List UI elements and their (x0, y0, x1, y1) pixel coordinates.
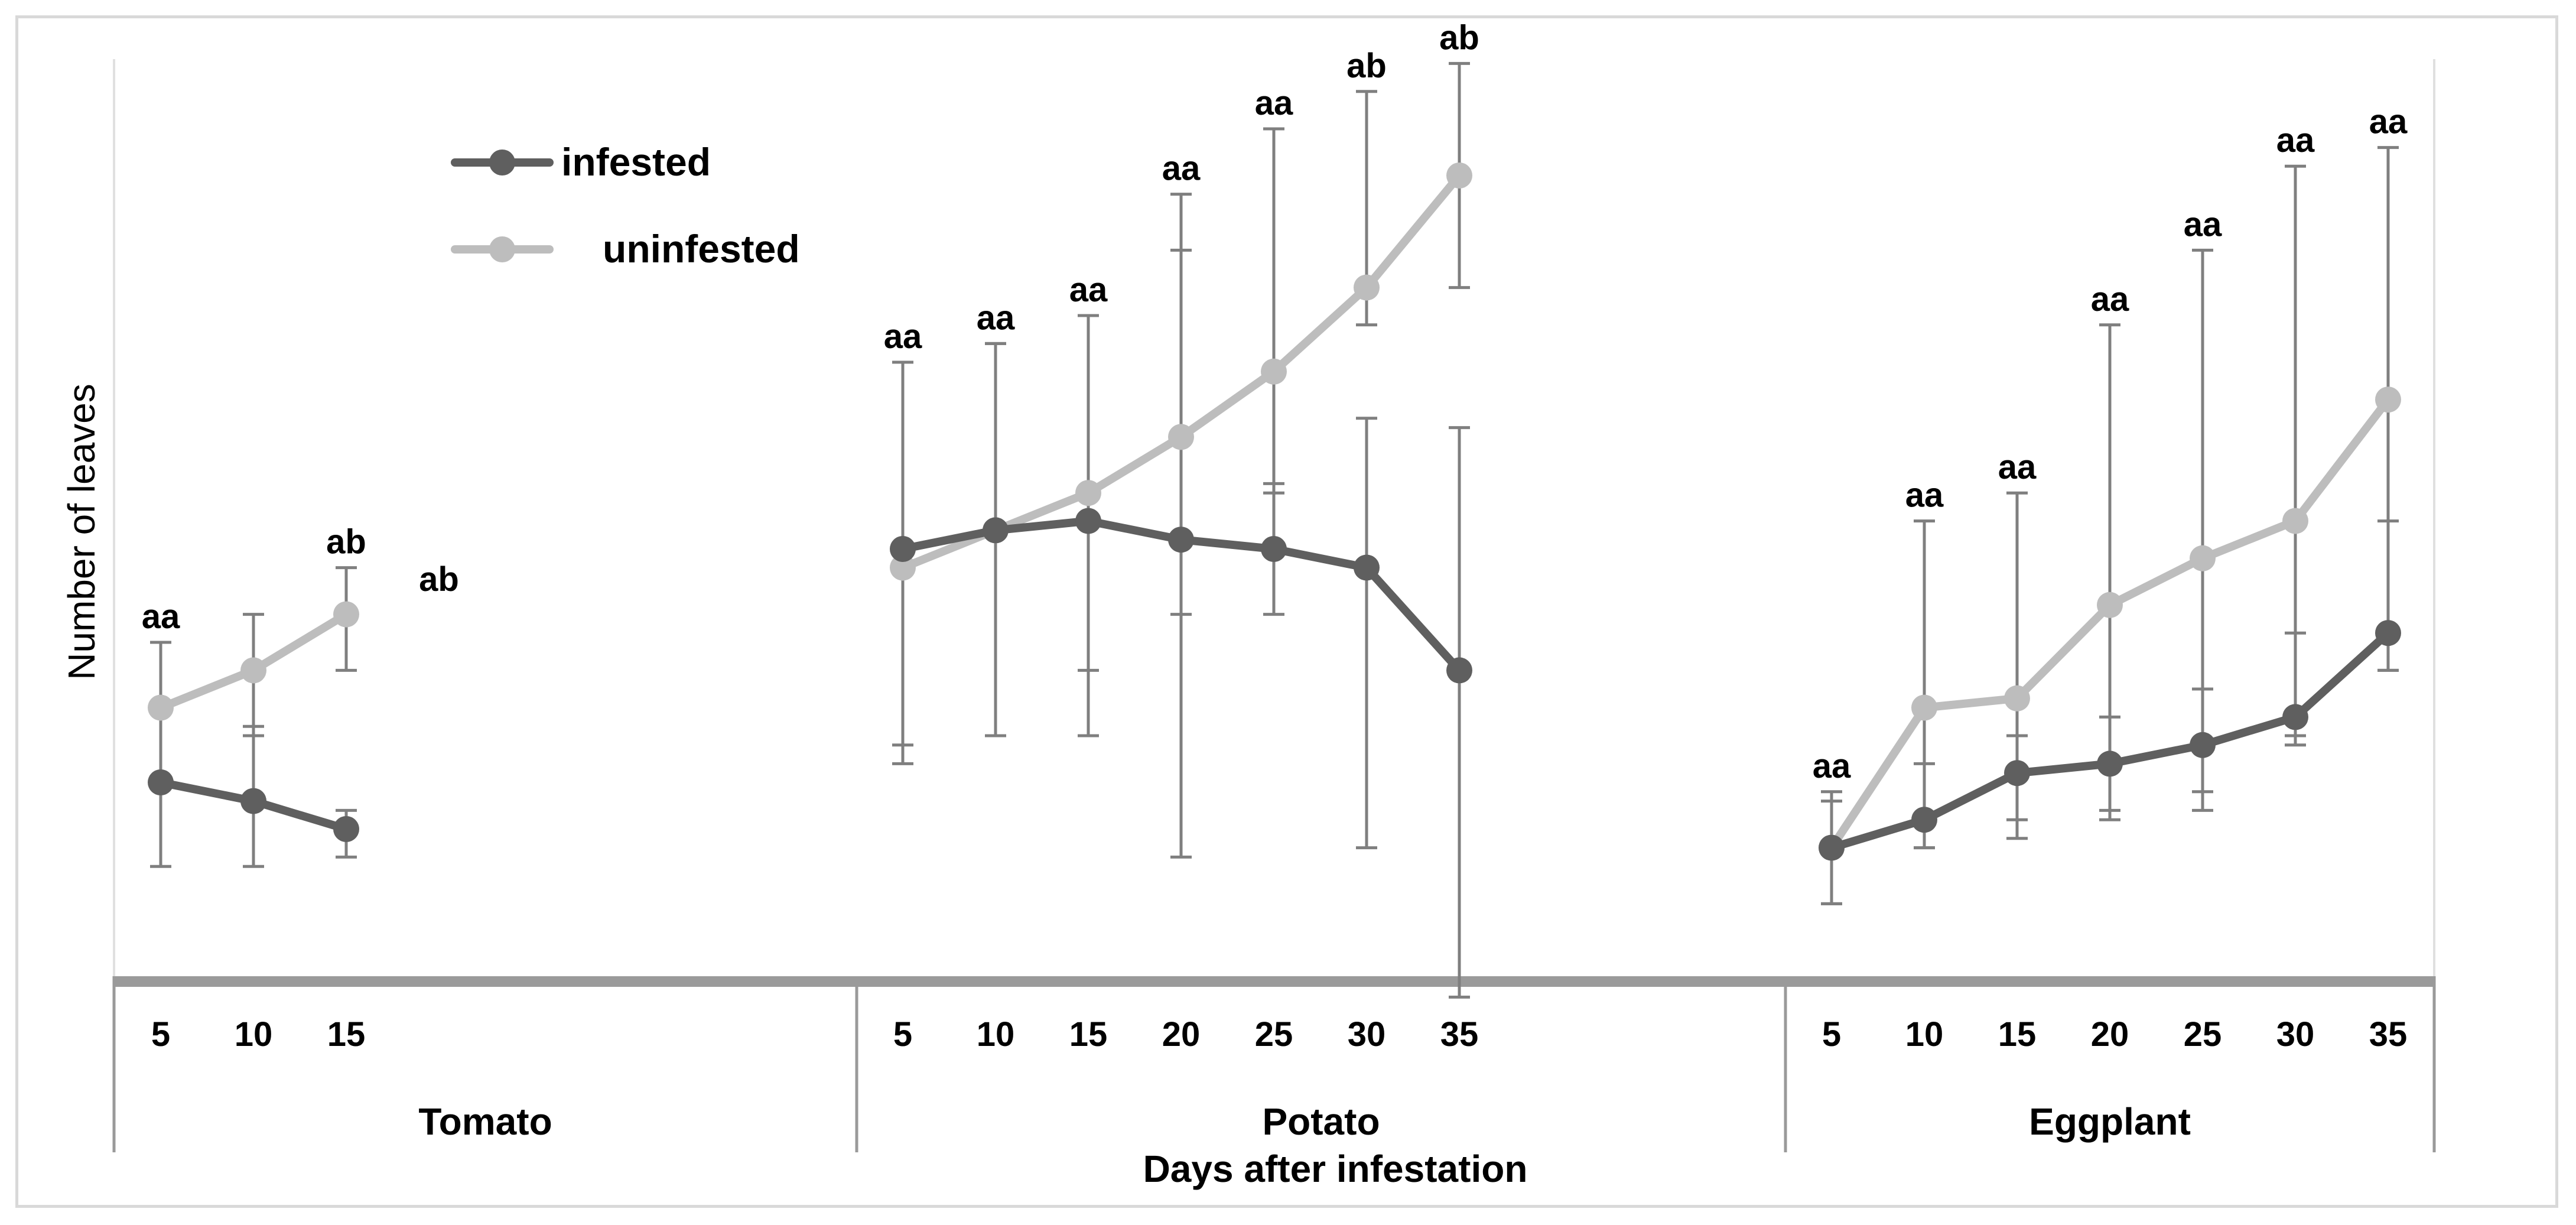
potato-infested-point (890, 536, 916, 562)
tomato-tick-label: 10 (235, 1015, 273, 1054)
eggplant-infested-point (2190, 732, 2216, 758)
tomato-infested-point (148, 769, 174, 795)
tomato-infested-point (240, 788, 266, 814)
chart-frame (15, 15, 2558, 1208)
eggplant-infested-point (2004, 760, 2030, 787)
potato-infested-point (1075, 508, 1101, 534)
eggplant-uninfested-point (1911, 694, 1937, 721)
potato-tick-label: 20 (1162, 1015, 1201, 1054)
eggplant-uninfested-point (2004, 685, 2030, 711)
tomato-uninfested-point (148, 694, 174, 721)
tomato-tick-label: 5 (151, 1015, 170, 1054)
potato-uninfested-point (890, 554, 916, 581)
potato-tick-label: 5 (893, 1015, 912, 1054)
eggplant-significance-label: aa (2184, 205, 2222, 243)
eggplant-significance-label: aa (2276, 121, 2315, 160)
tomato-uninfested-point (333, 601, 359, 628)
potato-infested-point (1446, 657, 1472, 684)
eggplant-infested-point (1819, 834, 1845, 861)
potato-group-label: Potato (1262, 1100, 1380, 1143)
eggplant-uninfested-point (2282, 508, 2308, 534)
potato-significance-label: ab (1346, 47, 1387, 85)
eggplant-significance-label: aa (1905, 476, 1944, 515)
eggplant-uninfested-point (2190, 545, 2216, 571)
eggplant-tick-label: 25 (2184, 1015, 2222, 1054)
potato-uninfested-point (1354, 274, 1380, 301)
eggplant-group-label: Eggplant (2029, 1100, 2191, 1143)
tomato-significance-label: aa (142, 597, 180, 636)
eggplant-tick-label: 30 (2276, 1015, 2315, 1054)
potato-tick-label: 10 (977, 1015, 1015, 1054)
eggplant-significance-label: aa (1998, 448, 2037, 486)
potato-tick-label: 30 (1348, 1015, 1386, 1054)
eggplant-tick-label: 5 (1822, 1015, 1841, 1054)
legend-infested-label: infested (561, 140, 711, 184)
eggplant-uninfested-point (2097, 592, 2123, 618)
eggplant-tick-label: 35 (2369, 1015, 2408, 1054)
potato-significance-label: aa (1162, 150, 1201, 188)
potato-infested-point (1354, 554, 1380, 581)
eggplant-tick-label: 15 (1998, 1015, 2037, 1054)
potato-uninfested-point (1168, 424, 1194, 450)
tomato-group-label: Tomato (418, 1100, 552, 1143)
potato-uninfested-point (1446, 163, 1472, 189)
tomato-tick-label: 15 (327, 1015, 366, 1054)
potato-infested-point (1261, 536, 1287, 562)
potato-significance-label: aa (1069, 271, 1108, 309)
tomato-infested-point (333, 816, 359, 842)
potato-uninfested-point (1261, 358, 1287, 385)
potato-significance-label: aa (884, 317, 922, 356)
potato-uninfested-point (1075, 480, 1101, 506)
eggplant-uninfested-point (2375, 386, 2401, 413)
eggplant-tick-label: 20 (2091, 1015, 2129, 1054)
eggplant-significance-label: aa (1813, 747, 1851, 785)
potato-tick-label: 25 (1255, 1015, 1293, 1054)
potato-significance-label: aa (1255, 84, 1293, 122)
eggplant-significance-label: aa (2369, 103, 2408, 141)
tomato-significance-label: ab (326, 523, 366, 561)
eggplant-infested-point (2375, 620, 2401, 646)
x-axis-line (114, 976, 2434, 987)
potato-significance-label: ab (1439, 18, 1479, 57)
potato-infested-point (983, 517, 1009, 544)
eggplant-infested-point (2097, 750, 2123, 777)
y-axis-title: Number of leaves (60, 384, 103, 680)
potato-significance-label: aa (977, 298, 1015, 337)
potato-tick-label: 35 (1440, 1015, 1479, 1054)
potato-tick-label: 15 (1069, 1015, 1108, 1054)
legend-uninfested-marker (489, 236, 515, 262)
eggplant-tick-label: 10 (1905, 1015, 1944, 1054)
potato-infested-point (1168, 527, 1194, 553)
x-axis-title: Days after infestation (1143, 1148, 1528, 1190)
tomato-significance-label: ab (419, 560, 459, 599)
eggplant-infested-point (1911, 807, 1937, 833)
legend-uninfested-label: uninfested (603, 227, 800, 271)
eggplant-significance-label: aa (2091, 280, 2129, 319)
legend-infested-marker (489, 150, 515, 176)
tomato-uninfested-point (240, 657, 266, 684)
eggplant-infested-point (2282, 704, 2308, 730)
